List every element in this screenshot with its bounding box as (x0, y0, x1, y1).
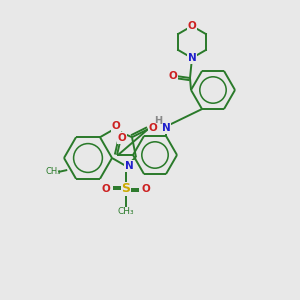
Text: N: N (162, 123, 170, 133)
Text: O: O (142, 184, 150, 194)
Text: CH₃: CH₃ (46, 167, 61, 176)
Text: H: H (154, 116, 162, 126)
Text: O: O (169, 71, 177, 81)
Text: S: S (122, 182, 130, 196)
Text: O: O (102, 184, 110, 194)
Text: O: O (188, 21, 196, 31)
Text: N: N (188, 53, 196, 63)
Text: N: N (124, 161, 134, 171)
Text: O: O (118, 133, 126, 143)
Text: CH₃: CH₃ (118, 208, 134, 217)
Text: O: O (112, 121, 120, 131)
Text: O: O (148, 123, 158, 133)
